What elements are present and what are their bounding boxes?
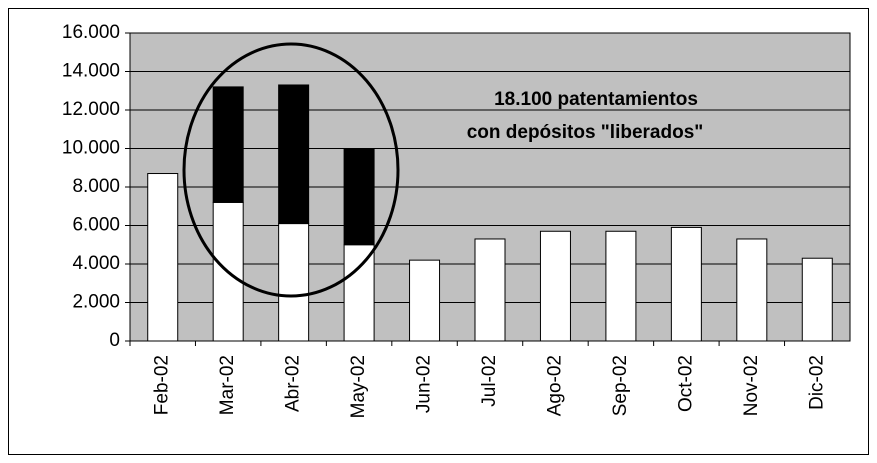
annotation: con depósitos "liberados" (467, 122, 704, 143)
x-tick-label: Oct-02 (675, 355, 696, 412)
bar-segment (736, 238, 768, 342)
bar-segment (343, 148, 375, 246)
x-tick-label: Mar-02 (217, 355, 238, 415)
x-tick-label: Jun-02 (414, 355, 435, 413)
annotation: 18.100 patentamientos (494, 89, 698, 110)
x-tick-label: Ago-02 (544, 355, 565, 416)
y-tick-label: 16.000 (62, 22, 120, 43)
bar-segment (212, 86, 244, 203)
bar-segment (409, 259, 441, 342)
highlight-ellipse (182, 42, 400, 298)
y-tick-label: 12.000 (62, 99, 120, 120)
y-tick-label: 6.000 (72, 215, 120, 236)
y-tick-label: 0 (109, 330, 120, 351)
x-tick-label: Nov-02 (741, 355, 762, 416)
bar-segment (147, 173, 179, 342)
bar-segment (801, 257, 833, 342)
y-tick-label: 10.000 (62, 138, 120, 159)
x-tick-label: Feb-02 (152, 355, 173, 415)
x-tick-label: Abr-02 (283, 355, 304, 412)
chart-border (8, 8, 869, 455)
x-tick-label: May-02 (348, 355, 369, 418)
y-tick-label: 4.000 (72, 253, 120, 274)
bar-segment (343, 244, 375, 342)
x-tick-label: Sep-02 (610, 355, 631, 416)
y-tick-label: 14.000 (62, 61, 120, 82)
bar-segment (474, 238, 506, 342)
y-tick-label: 8.000 (72, 176, 120, 197)
bar-segment (278, 223, 310, 342)
bar-segment (539, 230, 571, 342)
bar-segment (670, 226, 702, 342)
bar-segment (278, 84, 310, 225)
y-tick-label: 2.000 (72, 292, 120, 313)
bar-segment (605, 230, 637, 342)
x-tick-label: Dic-02 (806, 355, 827, 410)
x-tick-label: Jul-02 (479, 355, 500, 407)
